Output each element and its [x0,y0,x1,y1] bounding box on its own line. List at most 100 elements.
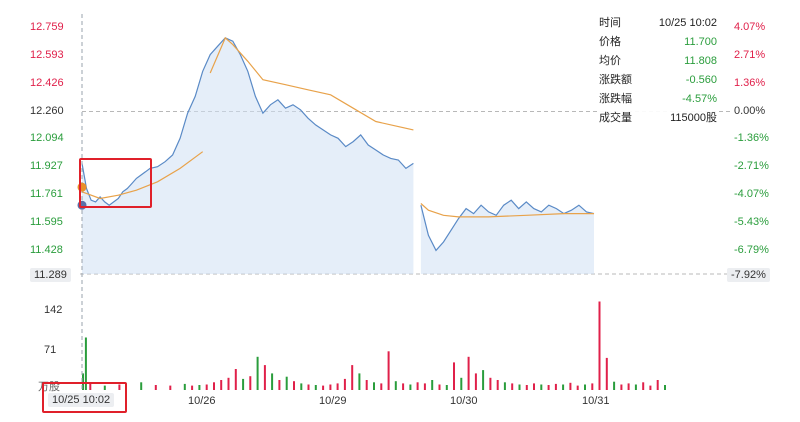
volume-bars [82,301,666,390]
tooltip-row: 时间 10/25 10:02 [597,14,719,33]
volume-bar [627,383,630,390]
volume-bar [322,385,325,390]
volume-bar [554,383,557,390]
volume-bar [314,385,317,390]
crosshair-time-label: 10/25 10:02 [48,393,115,407]
volume-bar [540,384,543,390]
volume-bar [562,384,565,390]
x-axis-label: 10/26 [188,395,216,407]
volume-bar [256,356,259,390]
y-tick-right: -5.43% [734,215,769,228]
volume-bar [620,384,623,390]
volume-bar [380,383,383,390]
volume-bar [213,382,215,390]
volume-bar [140,382,143,390]
volume-bar [234,369,237,390]
volume-bar [205,384,208,390]
volume-bar [445,385,448,390]
tooltip-value: 115000股 [670,112,717,124]
volume-bar [642,382,645,390]
low-change-label: -7.92% [727,268,770,282]
volume-bar [656,380,659,390]
volume-bar [598,301,601,390]
tooltip-label: 价格 [599,36,621,48]
volume-bar [634,384,637,390]
tooltip-value: -4.57% [682,93,717,105]
volume-bar [489,377,492,390]
volume-bar [584,384,586,390]
tooltip-row: 涨跌额 -0.560 [597,71,719,90]
tooltip-row: 价格 11.700 [597,33,719,52]
volume-bar [431,380,434,390]
tooltip-panel: 时间 10/25 10:02 价格 11.700 均价 11.808 涨跌额 -0.560 涨跌… [597,14,719,128]
volume-bar [103,385,106,390]
volume-bar [183,383,186,390]
volume-bar [169,385,172,390]
volume-bar [82,373,84,390]
tooltip-row: 成交量 115000股 [597,109,719,128]
volume-bar [336,383,339,390]
volume-bar [438,384,441,390]
volume-bar [402,383,405,390]
volume-bar [511,383,514,390]
avg-line-segment [209,36,414,131]
y-tick-left: 11.761 [30,188,63,200]
tooltip-value: 10/25 10:02 [658,17,717,29]
volume-bar [263,365,266,390]
average-price-line [81,36,594,218]
y-tick-left: 12.426 [30,76,64,89]
y-tick-right: -2.71% [734,160,769,173]
volume-bar [227,377,230,390]
price-area-fill [82,37,594,275]
volume-bar [278,380,281,390]
volume-bar [343,378,346,390]
x-axis-label: 10/30 [450,395,478,407]
tooltip-value: -0.560 [685,74,717,86]
y-tick-left: 11.927 [30,160,63,173]
volume-bar [307,384,310,390]
volume-bar [409,384,412,390]
tooltip-label: 涨跌额 [599,74,632,86]
volume-bar [329,384,332,390]
x-axis-label: 10/29 [319,395,347,407]
volume-bar [249,376,252,390]
avg-line-segment [81,151,204,200]
y-tick-left: 12.260 [30,104,64,117]
tooltip-label: 涨跌幅 [599,93,632,105]
tooltip-row: 均价 11.808 [597,52,719,71]
volume-bar [293,381,295,390]
volume-bar [467,356,470,390]
volume-bar [525,385,528,390]
y-tick-left: 12.094 [30,132,64,145]
tooltip-value: 11.808 [684,55,717,67]
volume-bar [351,365,354,390]
volume-bar [387,351,390,390]
y-tick-left: 11.595 [30,215,63,228]
y-tick-left: 12.759 [30,21,64,33]
volume-bar [394,381,397,390]
avg-line-segment [420,203,594,218]
highlight-box-chart [79,158,152,208]
highlight-box-time [42,382,127,413]
y-tick-right: -4.07% [734,188,769,200]
volume-bar [191,385,194,390]
volume-bar [365,380,368,390]
y-tick-right: -6.79% [734,243,769,256]
volume-bar [373,382,375,390]
volume-bar [649,385,652,390]
volume-bar [220,380,223,390]
volume-bar [591,383,594,390]
volume-bar [423,383,426,390]
volume-bar [453,362,455,390]
volume-bar [569,382,572,390]
volume-bar [605,357,608,390]
tooltip-label: 成交量 [599,112,632,124]
volume-bar [271,373,274,390]
volume-bar [416,382,419,390]
y-tick-right: 0.00% [734,104,766,117]
volume-bar [242,378,245,390]
tooltip-value: 11.700 [684,36,717,48]
volume-tick: 142 [44,304,63,317]
volume-bar [118,384,121,390]
